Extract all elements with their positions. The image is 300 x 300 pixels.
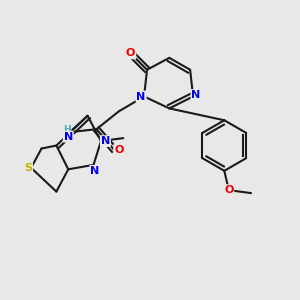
Text: N: N [191, 90, 201, 100]
Text: O: O [224, 185, 233, 195]
Text: H: H [63, 125, 70, 134]
Text: O: O [126, 48, 135, 59]
Text: N: N [136, 92, 146, 101]
Text: N: N [101, 136, 110, 146]
Text: N: N [90, 166, 100, 176]
Text: S: S [24, 163, 32, 173]
Text: N: N [64, 132, 73, 142]
Text: O: O [114, 145, 124, 155]
